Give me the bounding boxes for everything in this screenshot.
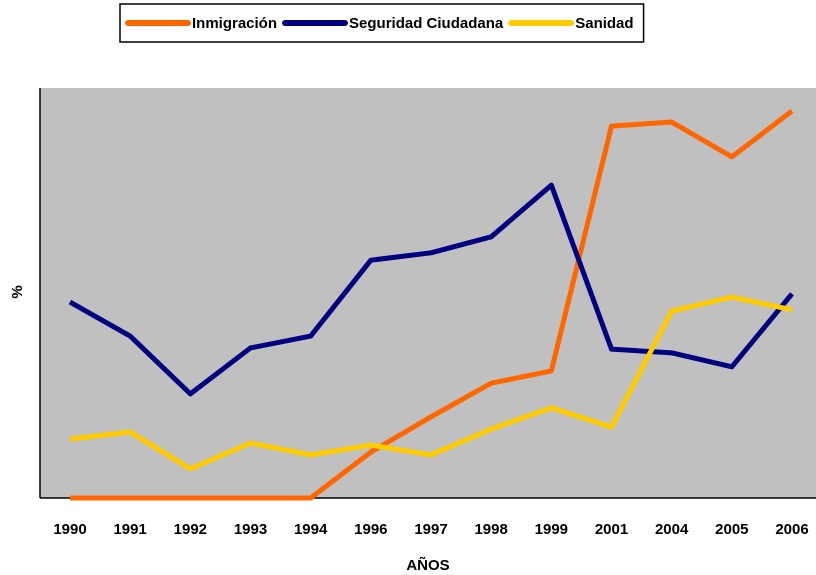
x-tick-label: 1993 — [234, 521, 267, 538]
plot: 1990 1991 1992 1993 1994 1996 1997 1998 1999 2001… — [39, 88, 816, 538]
x-tick-label: 1997 — [414, 521, 447, 538]
line-series — [68, 182, 794, 397]
y-axis-label: % — [9, 285, 26, 298]
legend-label: Sanidad — [575, 15, 633, 32]
x-tick-label: 2001 — [595, 521, 628, 538]
x-tick-label: 1990 — [53, 521, 86, 538]
x-tick-label: 2004 — [655, 521, 689, 538]
legend: Inmigración Seguridad Ciudadana Sanidad — [119, 3, 645, 43]
line-series — [70, 108, 794, 501]
x-tick-label: 1994 — [294, 521, 328, 538]
x-axis-label: AÑOS — [406, 556, 449, 574]
x-tick-label: 1992 — [174, 521, 207, 538]
legend-label: Inmigración — [192, 15, 277, 32]
plot-area — [40, 88, 816, 498]
x-tick-label: 1999 — [535, 521, 568, 538]
x-tick-label: 2006 — [775, 521, 808, 538]
x-tick-label: 1996 — [354, 521, 387, 538]
line-series — [69, 294, 793, 472]
x-tick-label: 1998 — [474, 521, 507, 538]
x-tick-label: 1991 — [113, 521, 146, 538]
x-tick-label: 2005 — [715, 521, 748, 538]
legend-label: Seguridad Ciudadana — [349, 15, 504, 32]
